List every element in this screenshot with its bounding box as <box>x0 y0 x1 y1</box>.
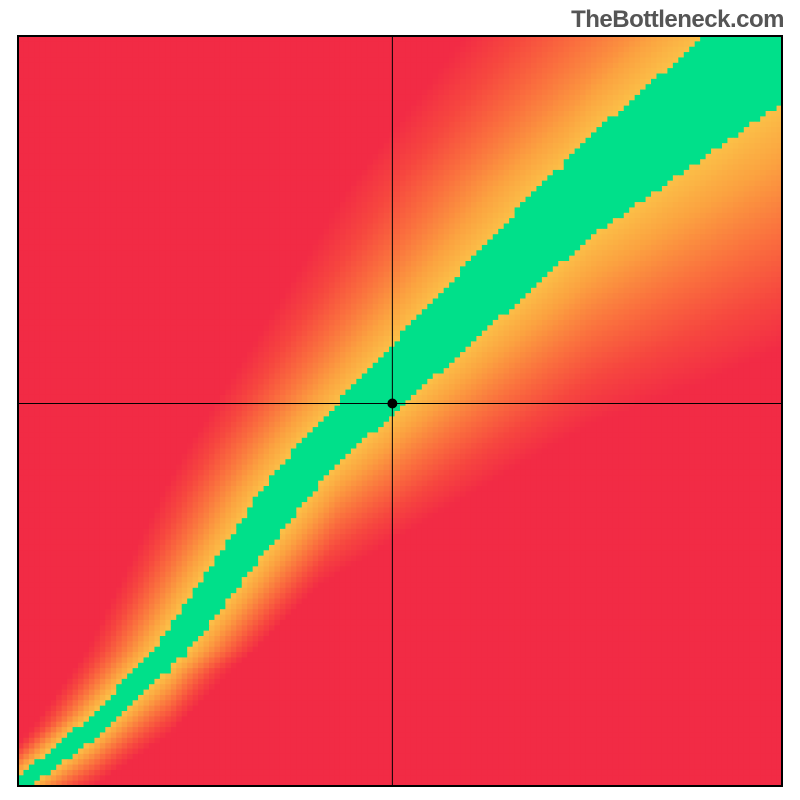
heatmap-plot <box>0 0 800 800</box>
heatmap-cells <box>18 36 783 787</box>
crosshair-dot <box>387 399 397 409</box>
